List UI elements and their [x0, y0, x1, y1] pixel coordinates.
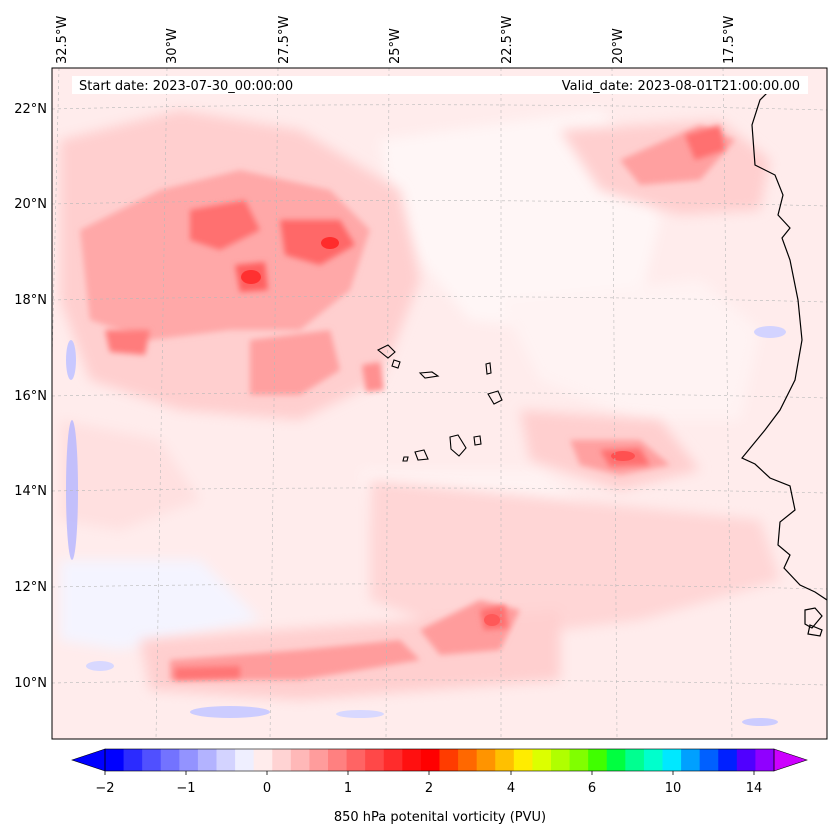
- colorbar-extend-high: [773, 748, 808, 772]
- colorbar-cell: [328, 749, 347, 771]
- lat-label: 12°N: [14, 580, 47, 595]
- colorbar-cell: [402, 749, 422, 771]
- colorbar-cell: [383, 749, 403, 771]
- colorbar-tick-label: 0: [263, 781, 271, 796]
- colorbar-frame: [104, 748, 775, 772]
- colorbar-cell: [160, 749, 180, 771]
- lon-label: 27.5°W: [277, 16, 292, 64]
- colorbar-tick-label: −1: [176, 781, 195, 796]
- colorbar-tick-label: 6: [588, 781, 596, 796]
- date-annotations: Start date: 2023-07-30_00:00:00 Valid_da…: [72, 76, 808, 94]
- colorbar-cell: [235, 749, 255, 771]
- pv-field-negative: [66, 326, 786, 726]
- valid-date-label: Valid_date: 2023-08-01T21:00:00.00: [562, 79, 800, 94]
- colorbar-cell: [625, 749, 645, 771]
- colorbar-title: 850 hPa potenital vorticity (PVU): [334, 810, 546, 825]
- colorbar-cell: [606, 749, 626, 771]
- colorbar-cell: [736, 749, 756, 771]
- lat-label: 20°N: [14, 197, 47, 212]
- lon-label: 17.5°W: [722, 16, 737, 64]
- colorbar-ticks: [104, 771, 755, 775]
- start-date-label: Start date: 2023-07-30_00:00:00: [79, 79, 293, 94]
- colorbar-cell: [458, 749, 478, 771]
- colorbar-cell: [588, 749, 608, 771]
- colorbar-tick-label: 14: [746, 781, 763, 796]
- colorbar-cell: [439, 749, 459, 771]
- colorbar-cell: [476, 749, 496, 771]
- lon-label: 32.5°W: [55, 16, 70, 64]
- lat-label: 16°N: [14, 389, 47, 404]
- colorbar-cell: [142, 749, 162, 771]
- colorbar-tick-label: 1: [344, 781, 352, 796]
- graticule: [52, 68, 827, 739]
- lon-label: 20°W: [611, 28, 626, 64]
- colorbar-cell: [346, 749, 366, 771]
- colorbar-cell: [495, 749, 515, 771]
- lat-label: 18°N: [14, 293, 47, 308]
- colorbar-tick-label: 4: [507, 781, 515, 796]
- colorbar-cell: [420, 749, 440, 771]
- colorbar-cell: [569, 749, 589, 771]
- cape-verde-islands: [376, 344, 503, 462]
- longitude-labels: 32.5°W 30°W 27.5°W 25°W 22.5°W 20°W 17.5…: [55, 16, 737, 64]
- colorbar-cell: [216, 749, 236, 771]
- colorbar-cell: [718, 749, 738, 771]
- colorbar-cell: [309, 749, 329, 771]
- map-panel: Start date: 2023-07-30_00:00:00 Valid_da…: [52, 68, 827, 739]
- lon-label: 22.5°W: [500, 16, 515, 64]
- map-frame: [51, 67, 828, 740]
- colorbar-tick-labels: −2 −1 0 1 2 4 6 10 14: [95, 781, 762, 796]
- colorbar-cell: [699, 749, 719, 771]
- colorbar-cell: [253, 749, 273, 771]
- colorbar-cell: [179, 749, 199, 771]
- lon-label: 30°W: [165, 28, 180, 64]
- colorbar-cell: [643, 749, 663, 771]
- lat-label: 14°N: [14, 484, 47, 499]
- colorbar-cell: [197, 749, 217, 771]
- lon-label: 25°W: [388, 28, 403, 64]
- colorbar-cell: [272, 749, 292, 771]
- colorbar-tick-label: 2: [425, 781, 433, 796]
- colorbar-cell: [532, 749, 552, 771]
- colorbar-extend-low: [71, 748, 106, 772]
- colorbar-cell: [290, 749, 310, 771]
- coastline: [741, 89, 827, 637]
- colorbar-cell: [755, 749, 775, 771]
- colorbar-tick-label: 10: [665, 781, 682, 796]
- latitude-labels: 22°N 20°N 18°N 16°N 14°N 12°N 10°N: [14, 102, 47, 691]
- colorbar-cell: [551, 749, 570, 771]
- colorbar-cell: [105, 749, 124, 771]
- colorbar-cell: [662, 749, 682, 771]
- colorbar-tick-label: −2: [95, 781, 114, 796]
- colorbar-cell: [681, 749, 701, 771]
- colorbar-cell: [513, 749, 533, 771]
- pv-field-peak: [241, 237, 635, 626]
- colorbar-cell: [365, 749, 385, 771]
- lat-label: 22°N: [14, 102, 47, 117]
- colorbar: −2 −1 0 1 2 4 6 10 14 850 hPa potenital …: [71, 748, 808, 825]
- colorbar-cells: [105, 749, 775, 771]
- colorbar-cell: [123, 749, 143, 771]
- lat-label: 10°N: [14, 676, 47, 691]
